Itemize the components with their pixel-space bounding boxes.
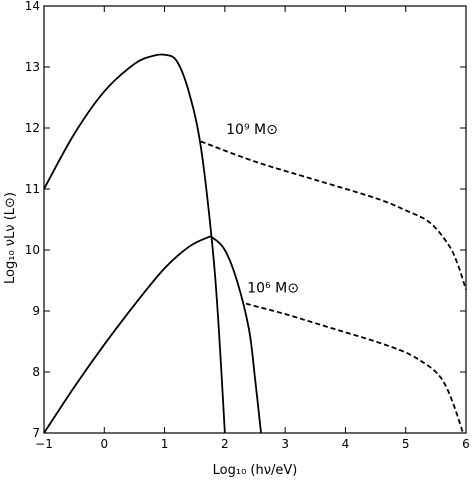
y-tick-label: 8 — [32, 365, 40, 379]
x-tick-label: 5 — [402, 437, 410, 451]
y-tick-label: 13 — [25, 60, 40, 74]
y-tick-label: 14 — [25, 0, 40, 13]
x-tick-label: 0 — [100, 437, 108, 451]
x-tick-label: −1 — [35, 437, 53, 451]
x-tick-label: 6 — [462, 437, 470, 451]
series-line-1 — [43, 53, 226, 434]
x-tick-label: 4 — [342, 437, 350, 451]
x-tick-label: 1 — [161, 437, 169, 451]
y-tick-label: 11 — [25, 182, 40, 196]
plot-frame — [43, 5, 467, 434]
annotation-label: 10⁹ M⊙ — [226, 122, 278, 138]
x-tick-label: 2 — [221, 437, 229, 451]
y-tick-label: 12 — [25, 121, 40, 135]
y-tick-label: 9 — [32, 304, 40, 318]
series-line-4 — [245, 302, 464, 434]
x-axis-label: Log₁₀ (hν/eV) — [213, 463, 298, 478]
y-tick-label: 10 — [25, 243, 40, 257]
annotation-label: 10⁶ M⊙ — [247, 281, 299, 297]
series-line-3 — [43, 235, 262, 434]
x-tick-label: 3 — [281, 437, 289, 451]
y-tick-label: 7 — [32, 426, 40, 440]
y-axis-label: Log₁₀ νLν (L⊙) — [3, 192, 18, 284]
series-line-2 — [200, 140, 467, 290]
